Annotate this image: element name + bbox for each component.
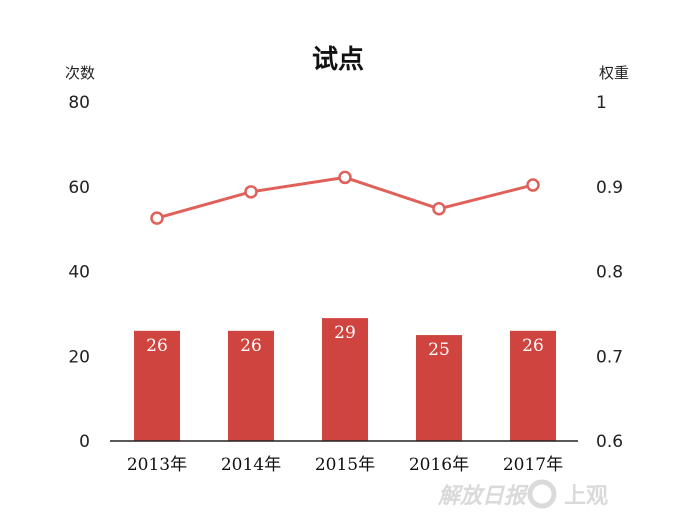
left-tick-label: 40 bbox=[68, 263, 90, 283]
bar-value-label: 26 bbox=[522, 336, 544, 356]
line-point bbox=[150, 211, 164, 225]
bar bbox=[510, 330, 556, 441]
right-tick-label: 1 bbox=[596, 93, 607, 113]
left-tick-label: 0 bbox=[79, 432, 90, 452]
watermark-logo: 解放日报 bbox=[437, 483, 529, 509]
bar bbox=[322, 318, 368, 441]
left-tick-label: 60 bbox=[68, 178, 90, 198]
watermark: 解放日报 上观 bbox=[437, 479, 608, 509]
bar bbox=[416, 335, 462, 441]
line-point bbox=[432, 202, 446, 216]
line-point bbox=[526, 178, 540, 192]
bar-value-label: 29 bbox=[334, 323, 356, 343]
x-tick-label: 2014年 bbox=[221, 455, 281, 475]
right-tick-label: 0.9 bbox=[596, 178, 623, 198]
bar bbox=[134, 330, 180, 441]
left-tick-label: 80 bbox=[68, 93, 90, 113]
right-axis-title: 权重 bbox=[599, 64, 629, 82]
watermark-brand: 上观 bbox=[564, 484, 608, 509]
bar-series: 26 26 29 25 26 bbox=[134, 318, 556, 441]
left-axis-title: 次数 bbox=[65, 64, 95, 82]
x-tick-label: 2013年 bbox=[127, 455, 187, 475]
chart-title: 试点 bbox=[312, 44, 364, 75]
bar-value-label: 25 bbox=[428, 340, 450, 360]
x-tick-label: 2016年 bbox=[409, 455, 469, 475]
x-tick-label: 2015年 bbox=[315, 455, 375, 475]
bar bbox=[228, 330, 274, 441]
right-axis-ticks: 1 0.9 0.8 0.7 0.6 bbox=[596, 93, 623, 452]
line-point bbox=[244, 185, 258, 199]
line-series bbox=[150, 170, 540, 225]
watermark-emblem-icon bbox=[527, 479, 557, 509]
right-tick-label: 0.7 bbox=[596, 347, 623, 367]
right-tick-label: 0.6 bbox=[596, 432, 623, 452]
bar-value-label: 26 bbox=[240, 336, 262, 356]
right-tick-label: 0.8 bbox=[596, 263, 623, 283]
x-axis-ticks: 2013年 2014年 2015年 2016年 2017年 bbox=[127, 455, 563, 475]
left-tick-label: 20 bbox=[68, 347, 90, 367]
left-axis-ticks: 80 60 40 20 0 bbox=[68, 93, 90, 452]
line-point bbox=[338, 170, 352, 185]
bar-value-label: 26 bbox=[146, 336, 168, 356]
x-tick-label: 2017年 bbox=[503, 455, 563, 475]
